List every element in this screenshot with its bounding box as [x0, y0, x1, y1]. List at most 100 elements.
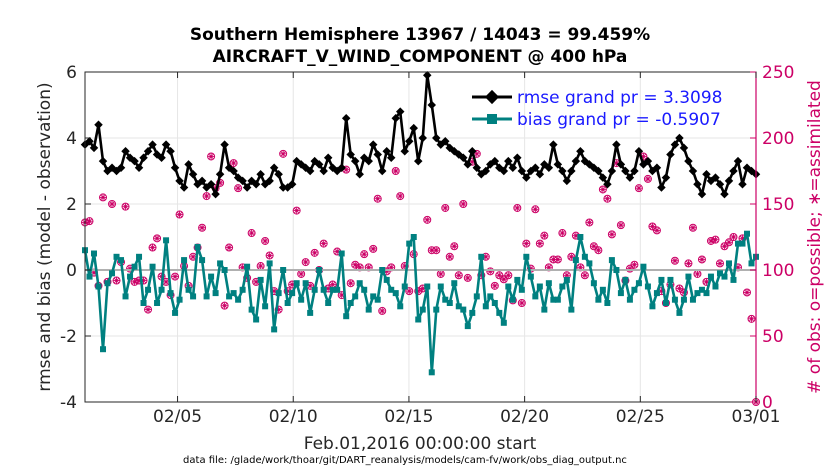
bias-point — [703, 290, 710, 297]
bias-point — [464, 323, 471, 330]
obs-assimilated-point — [451, 243, 458, 250]
bias-point — [410, 234, 417, 240]
obs-assimilated-point — [595, 247, 602, 254]
bias-point — [208, 273, 215, 280]
obs-assimilated-point — [307, 282, 314, 289]
x-tick-label: 02/20 — [500, 407, 549, 427]
bias-point — [644, 283, 651, 290]
obs-assimilated-point — [613, 160, 620, 167]
bias-point — [221, 267, 228, 273]
obs-assimilated-point — [676, 285, 683, 292]
rmse-point — [423, 71, 432, 80]
obs-assimilated-point — [424, 216, 431, 223]
obs-assimilated-point — [491, 282, 498, 289]
bias-point — [298, 296, 305, 303]
obs-assimilated-point — [545, 264, 552, 271]
bias-point — [478, 253, 485, 260]
obs-assimilated-point — [581, 272, 588, 279]
rmse-point — [377, 166, 387, 176]
obs-possible-point — [207, 152, 216, 161]
obs-assimilated-point — [698, 256, 705, 263]
obs-possible-point — [373, 194, 382, 203]
rmse-point — [368, 140, 378, 149]
obs-possible-point — [589, 242, 598, 251]
rmse-point — [139, 153, 148, 163]
bias-point — [662, 300, 669, 306]
y2-axis-label: # of obs: o=possible; ∗=assimilated — [805, 80, 825, 394]
obs-assimilated-point — [320, 240, 327, 247]
obs-possible-point — [225, 243, 234, 252]
rmse-point — [278, 183, 288, 192]
obs-possible-point — [643, 174, 652, 183]
obs-possible-point — [144, 305, 153, 314]
rmse-point — [571, 156, 581, 166]
obs-assimilated-point — [406, 288, 413, 295]
rmse-point — [148, 140, 157, 149]
obs-assimilated-point — [415, 288, 422, 295]
bias-point — [532, 293, 539, 300]
obs-possible-point — [598, 185, 607, 194]
bias-point — [604, 300, 611, 306]
bias-point — [667, 276, 674, 283]
obs-possible-point — [652, 226, 661, 235]
bias-point — [365, 306, 372, 313]
bias-point — [392, 290, 399, 297]
bias-point — [563, 276, 570, 283]
obs-possible-point — [198, 223, 207, 232]
y-tick-label: -2 — [60, 327, 77, 347]
bias-point — [424, 283, 431, 290]
obs-possible-point — [454, 271, 463, 280]
obs-possible-point — [319, 239, 328, 248]
bias-point — [338, 250, 345, 257]
bias-point — [271, 326, 278, 333]
obs-assimilated-point — [500, 276, 507, 283]
rmse-point — [612, 140, 621, 149]
bias-point — [613, 267, 620, 273]
obs-possible-point — [202, 192, 211, 201]
bias-point — [635, 280, 642, 287]
bias-point — [509, 296, 516, 303]
rmse-point — [391, 113, 400, 123]
chart-title: Southern Hemisphere 13967 / 14043 = 99.4… — [190, 25, 650, 45]
y2-tick-label: 250 — [762, 63, 794, 83]
y2-tick-label: 150 — [762, 195, 794, 215]
obs-possible-point — [153, 234, 162, 243]
obs-possible-point — [558, 229, 567, 238]
obs-possible-point — [175, 210, 184, 219]
legend: rmse grand pr = 3.3098 bias grand pr = -… — [472, 88, 722, 130]
bias-point — [487, 293, 494, 300]
bias-point — [383, 276, 390, 283]
obs-assimilated-point — [649, 223, 656, 230]
bias-point — [176, 296, 183, 303]
obs-assimilated-point — [401, 263, 408, 270]
bias-point — [694, 290, 701, 297]
bias-point — [316, 267, 323, 273]
rmse-point — [220, 140, 229, 149]
x-tick-label: 02/10 — [269, 407, 318, 427]
obs-possible-point — [360, 250, 369, 259]
bias-point — [469, 309, 476, 316]
obs-possible-point — [535, 239, 544, 248]
bias-point — [235, 296, 242, 303]
obs-assimilated-point — [550, 256, 557, 263]
obs-assimilated-point — [617, 222, 624, 229]
bias-point — [712, 283, 719, 290]
obs-assimilated-point — [334, 248, 341, 255]
obs-assimilated-point — [257, 263, 264, 270]
bias-point — [149, 263, 156, 270]
rmse-point — [472, 163, 482, 172]
obs-possible-point — [108, 200, 117, 208]
bias-point — [217, 260, 224, 267]
bias-point — [680, 296, 687, 303]
bias-point — [626, 296, 633, 303]
rmse-point — [157, 153, 166, 163]
obs-assimilated-point — [572, 232, 579, 239]
bias-point — [172, 309, 179, 316]
rmse-point — [350, 156, 360, 166]
obs-possible-point — [540, 231, 549, 240]
obs-assimilated-point — [671, 257, 678, 264]
bias-point — [473, 293, 480, 300]
obs-assimilated-point — [361, 251, 368, 258]
obs-assimilated-point — [239, 264, 246, 271]
bias-point — [397, 303, 404, 310]
